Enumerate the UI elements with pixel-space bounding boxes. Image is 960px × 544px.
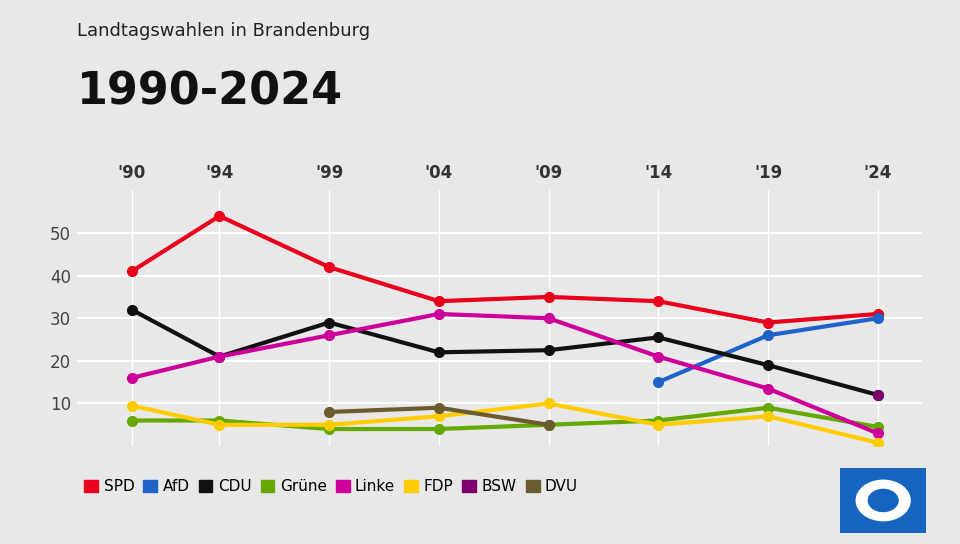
Text: Landtagswahlen in Brandenburg: Landtagswahlen in Brandenburg xyxy=(77,22,370,40)
Circle shape xyxy=(868,489,899,512)
Text: 1990-2024: 1990-2024 xyxy=(77,71,343,114)
Circle shape xyxy=(855,480,911,521)
Legend: SPD, AfD, CDU, Grüne, Linke, FDP, BSW, DVU: SPD, AfD, CDU, Grüne, Linke, FDP, BSW, D… xyxy=(84,479,578,494)
FancyBboxPatch shape xyxy=(835,465,931,536)
